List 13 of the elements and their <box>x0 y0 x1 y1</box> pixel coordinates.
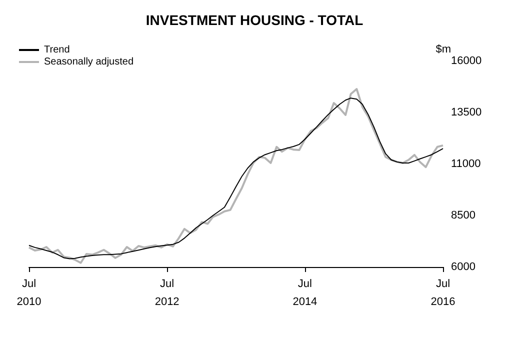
y-tick-label: 16000 <box>451 55 482 67</box>
y-tick-label: 13500 <box>451 106 482 118</box>
x-tick-label: Jul 2012 <box>154 278 180 308</box>
y-axis-title: $m <box>436 44 451 56</box>
x-tick-label: Jul 2014 <box>292 278 318 308</box>
y-tick-label: 8500 <box>451 210 476 222</box>
legend-label: Seasonally adjusted <box>44 56 134 68</box>
x-tick-label: Jul 2016 <box>430 278 456 308</box>
y-tick-label: 11000 <box>451 158 481 170</box>
y-tick-label: 6000 <box>451 261 476 273</box>
legend-label: Trend <box>44 44 70 56</box>
x-tick-label: Jul 2010 <box>16 278 42 308</box>
chart-title: INVESTMENT HOUSING - TOTAL <box>146 12 364 28</box>
